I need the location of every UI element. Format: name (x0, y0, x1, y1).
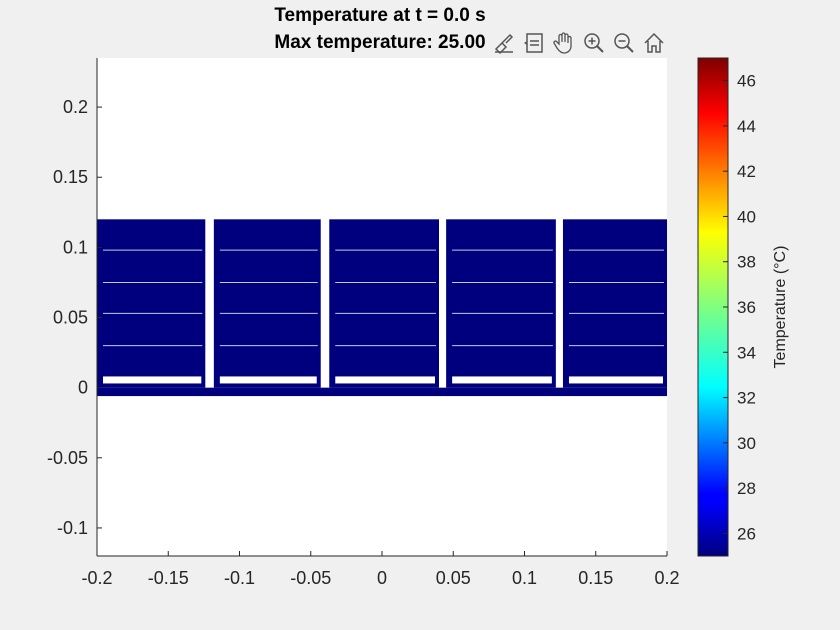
y-tick-label: -0.05 (47, 448, 88, 468)
colorbar-tick-label: 42 (737, 162, 756, 181)
datatip-icon[interactable] (520, 29, 548, 57)
chart-subtitle: Max temperature: 25.00 (274, 32, 486, 53)
x-tick-label: 0.15 (578, 568, 613, 588)
colorbar-tick-label: 40 (737, 207, 756, 226)
module-strip (335, 376, 435, 384)
y-tick-label: 0.1 (63, 237, 88, 257)
x-tick-label: 0.05 (436, 568, 471, 588)
module-4 (446, 219, 556, 388)
module-strip (219, 376, 317, 384)
colorbar-tick-label: 46 (737, 72, 756, 91)
colorbar-tick-label: 38 (737, 253, 756, 272)
colorbar-tick-label: 30 (737, 434, 756, 453)
x-tick-label: -0.05 (290, 568, 331, 588)
module-2 (213, 219, 321, 388)
x-tick-label: 0.2 (654, 568, 679, 588)
module-strip (103, 376, 202, 384)
y-tick-label: -0.1 (57, 518, 88, 538)
home-icon[interactable] (640, 29, 668, 57)
y-tick-label: 0.15 (53, 167, 88, 187)
zoom-in-icon[interactable] (580, 29, 608, 57)
colorbar-tick-label: 34 (737, 343, 756, 362)
colorbar-tick-label: 26 (737, 524, 756, 543)
module-1 (97, 219, 206, 388)
colorbar-tick-label: 36 (737, 298, 756, 317)
y-tick-label: 0.05 (53, 308, 88, 328)
y-tick-label: 0.2 (63, 97, 88, 117)
base-plate (97, 387, 667, 397)
chart-title: Temperature at t = 0.0 s (274, 5, 486, 26)
module-strip (568, 376, 663, 384)
colorbar-label: Temperature (°C) (772, 246, 789, 369)
module-3 (329, 219, 439, 388)
x-tick-label: 0.1 (512, 568, 537, 588)
colorbar-tick-label: 44 (737, 117, 756, 136)
colorbar-tick-label: 28 (737, 479, 756, 498)
x-tick-label: 0 (377, 568, 387, 588)
x-tick-label: -0.15 (148, 568, 189, 588)
x-tick-label: -0.1 (224, 568, 255, 588)
brush-icon[interactable] (490, 29, 518, 57)
y-tick-label: 0 (78, 378, 88, 398)
module-5 (562, 219, 667, 388)
pan-icon[interactable] (550, 29, 578, 57)
colorbar-tick-label: 32 (737, 389, 756, 408)
x-tick-label: -0.2 (81, 568, 112, 588)
zoom-out-icon[interactable] (610, 29, 638, 57)
axes-toolbar (490, 28, 668, 58)
module-strip (452, 376, 552, 384)
